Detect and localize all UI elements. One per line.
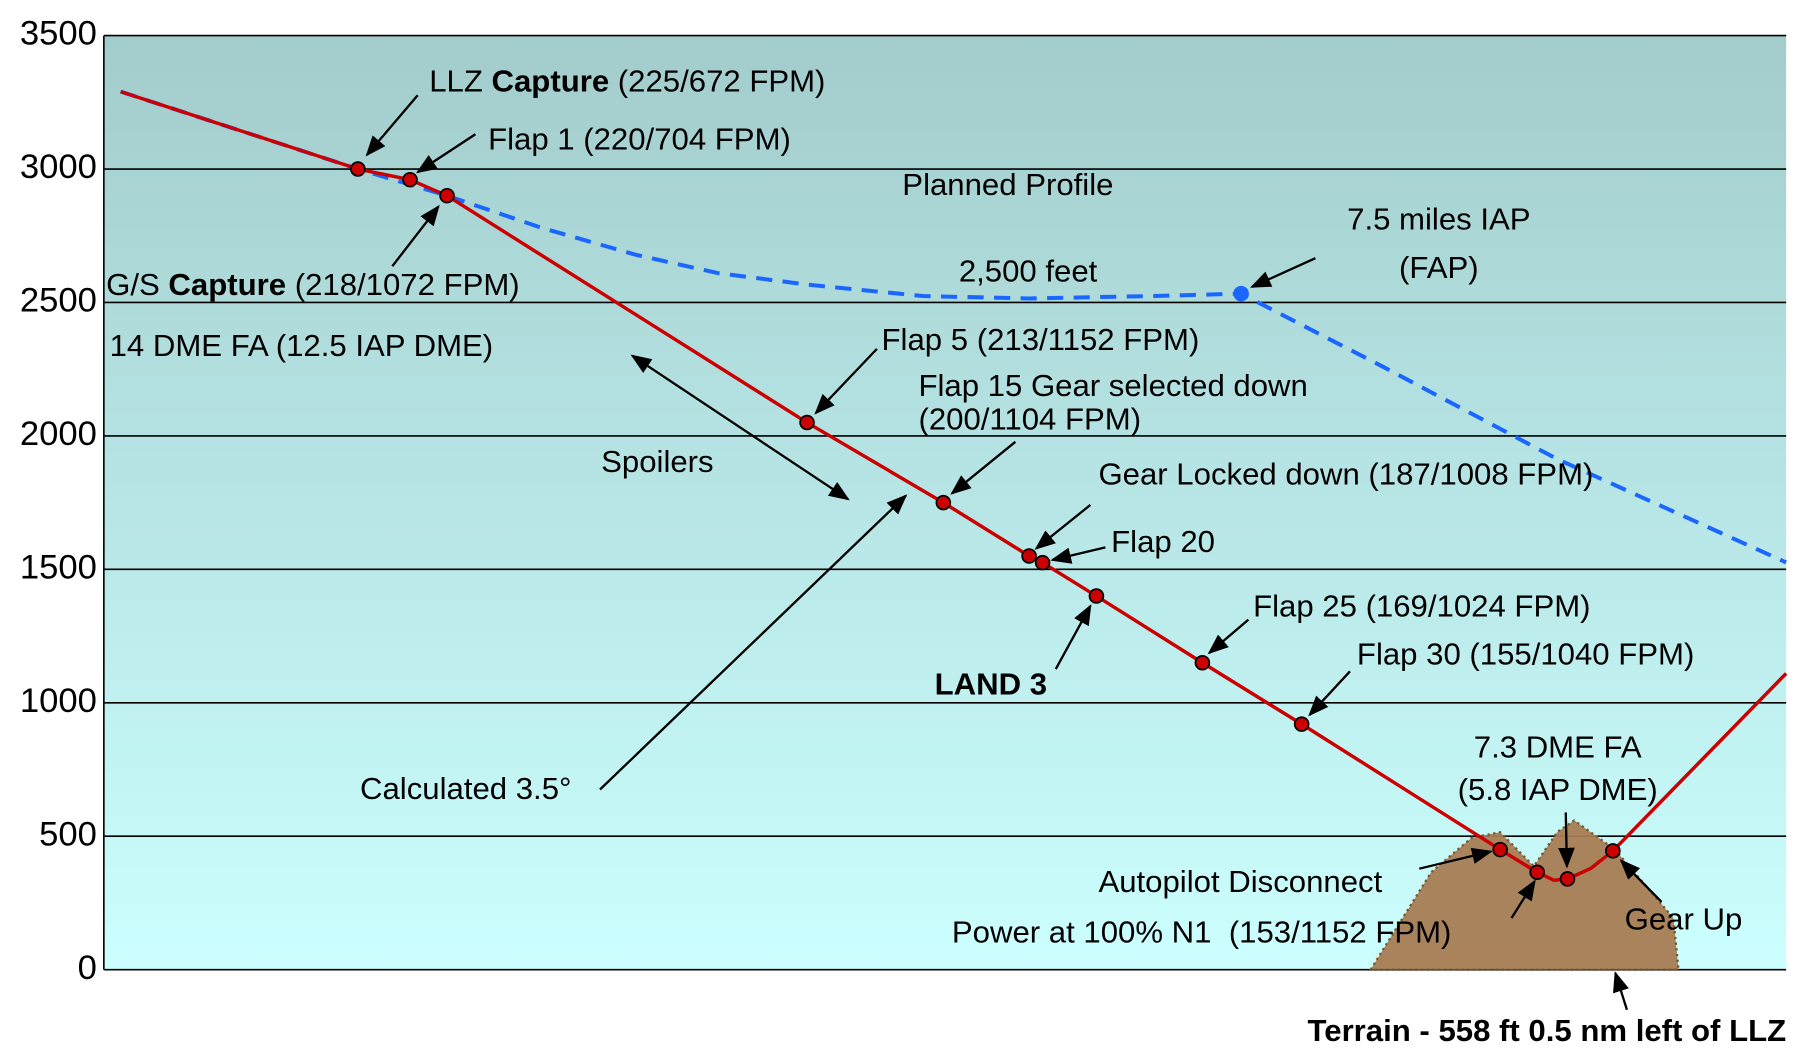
annotation-part: G/S	[106, 267, 168, 302]
y-tick-label: 3500	[20, 15, 97, 53]
annotation: (5.8 IAP DME)	[1458, 772, 1658, 807]
event-marker	[1234, 287, 1248, 301]
annotation: Flap 5 (213/1152 FPM)	[882, 322, 1200, 357]
annotation: LAND 3	[935, 666, 1047, 701]
event-marker	[1561, 872, 1575, 886]
y-tick-label: 3000	[20, 148, 97, 186]
annotation-part: (218/1072 FPM)	[286, 267, 520, 302]
annotation-part: LLZ	[429, 64, 491, 99]
event-marker	[1493, 843, 1507, 857]
annotation-part: Capture	[492, 64, 610, 99]
annotation-part: Capture	[168, 267, 286, 302]
event-marker	[1089, 589, 1103, 603]
annotation: Calculated 3.5°	[360, 771, 571, 806]
annotation: Spoilers	[601, 444, 713, 479]
annotation: (200/1104 FPM)	[918, 401, 1141, 436]
page: {"chart_data": { "type": "line", "ylim":…	[0, 0, 1800, 1050]
annotation-part: (225/672 FPM)	[609, 64, 825, 99]
y-tick-label: 0	[78, 949, 97, 987]
y-tick-label: 1000	[20, 682, 97, 720]
event-marker	[800, 416, 814, 430]
y-tick-label: 1500	[20, 549, 97, 587]
annotation: 7.5 miles IAP	[1347, 202, 1530, 237]
annotation: LLZ Capture (225/672 FPM)	[429, 64, 825, 99]
y-tick-label: 2000	[20, 415, 97, 453]
annotation: Gear Up	[1625, 902, 1743, 937]
event-marker	[1530, 865, 1544, 879]
event-marker	[1606, 844, 1620, 858]
annotation: Autopilot Disconnect	[1098, 864, 1382, 899]
event-marker	[440, 189, 454, 203]
annotation: Terrain - 558 ft 0.5 nm left of LLZ	[1308, 1013, 1787, 1048]
annotation-arrow	[1566, 812, 1567, 866]
annotation: 7.3 DME FA	[1474, 730, 1642, 765]
event-marker	[936, 496, 950, 510]
annotation: G/S Capture (218/1072 FPM)	[106, 267, 520, 302]
event-marker	[351, 162, 365, 176]
annotation: Gear Locked down (187/1008 FPM)	[1098, 456, 1593, 491]
y-tick-label: 500	[39, 815, 97, 853]
event-marker	[1036, 556, 1050, 570]
annotation: Planned Profile	[902, 167, 1113, 202]
event-marker	[403, 173, 417, 187]
annotation: 14 DME FA (12.5 IAP DME)	[110, 328, 494, 363]
annotation: Flap 20	[1111, 524, 1215, 559]
annotation-arrow	[1615, 973, 1627, 1010]
annotation: Power at 100% N1 (153/1152 FPM)	[952, 914, 1452, 949]
annotation: 2,500 feet	[959, 253, 1098, 288]
event-marker	[1295, 717, 1309, 731]
event-marker	[1195, 656, 1209, 670]
chart: 0 500 1000 1500 2000 2500 3000 3500 LLZ Capture …	[0, 0, 1800, 1050]
y-tick-label: 2500	[20, 282, 97, 320]
annotation: Flap 1 (220/704 FPM)	[488, 121, 791, 156]
annotation: Flap 15 Gear selected down	[918, 368, 1307, 403]
annotation: (FAP)	[1399, 250, 1479, 285]
annotation: Flap 30 (155/1040 FPM)	[1357, 637, 1694, 672]
event-marker	[1022, 549, 1036, 563]
annotation: Flap 25 (169/1024 FPM)	[1253, 588, 1590, 623]
